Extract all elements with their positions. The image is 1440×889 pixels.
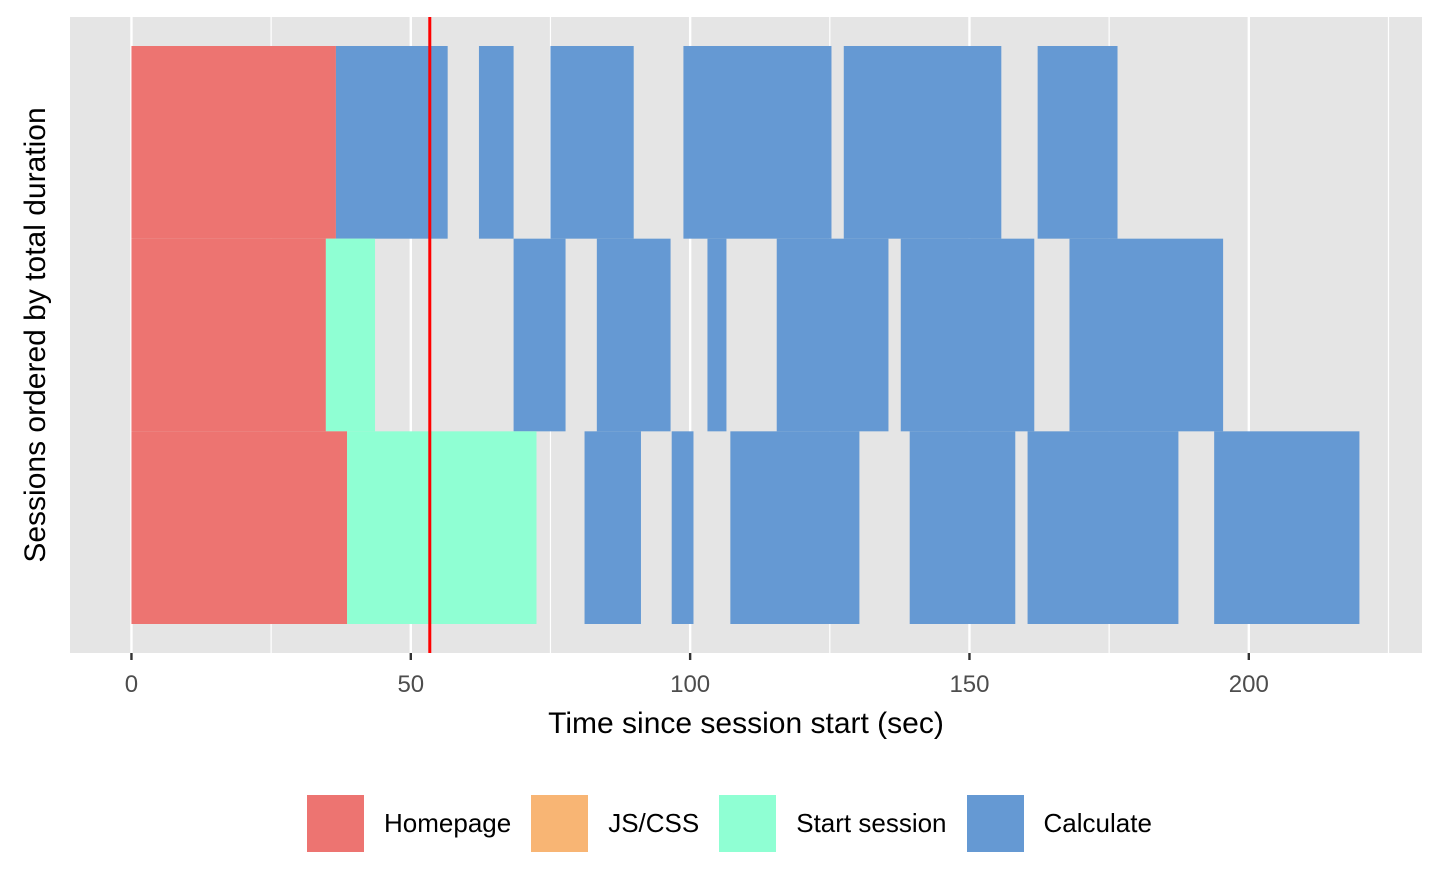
bar-segment-calculate (671, 431, 694, 624)
bar-segment-calculate (730, 431, 860, 624)
bar-segment-calculate (513, 238, 566, 432)
bar-segment-calculate (1069, 238, 1224, 432)
bar-segment-calculate (843, 46, 1002, 239)
bar-segment-calculate (900, 238, 1035, 432)
bar-segment-calculate (776, 238, 889, 432)
bar-segment-calculate (596, 238, 671, 432)
legend-item-homepage: Homepage (307, 794, 512, 852)
bar-segment-calculate (584, 431, 641, 624)
bar-segment-calculate (1037, 46, 1118, 239)
bar-segment-calculate (550, 46, 634, 239)
x-tick-label: 100 (670, 671, 710, 698)
legend: Homepage JS/CSS Start session Calculate (307, 794, 1172, 852)
bar-segment-homepage (131, 238, 326, 432)
bar-segment-calculate (1027, 431, 1179, 624)
legend-item-start-session: Start session (719, 794, 947, 852)
bar-segment-start-session (325, 238, 376, 432)
x-axis: 0 50 100 150 200 (125, 653, 1269, 698)
bar-segment-start-session (347, 431, 537, 624)
legend-key-homepage (307, 794, 364, 852)
x-tick-label: 50 (397, 671, 424, 698)
bar-segment-homepage (131, 431, 348, 624)
bar-segment-calculate (707, 238, 727, 432)
legend-label: Homepage (384, 807, 512, 838)
legend-key-calculate (966, 794, 1024, 852)
bar-segment-calculate (1214, 431, 1360, 624)
y-axis-title: Sessions ordered by total duration (19, 107, 52, 562)
legend-label: Start session (796, 807, 947, 838)
x-tick-label: 200 (1229, 671, 1269, 698)
bar-segment-homepage (131, 46, 336, 239)
x-tick-label: 0 (125, 671, 138, 698)
x-axis-title: Time since session start (sec) (548, 707, 944, 740)
legend-label: JS/CSS (608, 807, 700, 838)
bars (131, 46, 1360, 624)
legend-key-js-css (531, 794, 589, 852)
legend-item-calculate: Calculate (966, 794, 1152, 852)
bar-segment-calculate (478, 46, 514, 239)
bar-segment-calculate (683, 46, 832, 239)
legend-label: Calculate (1043, 807, 1152, 838)
legend-item-js-css: JS/CSS (531, 794, 700, 852)
legend-key-start-session (719, 794, 777, 852)
x-tick-label: 150 (949, 671, 989, 698)
bar-segment-calculate (909, 431, 1016, 624)
